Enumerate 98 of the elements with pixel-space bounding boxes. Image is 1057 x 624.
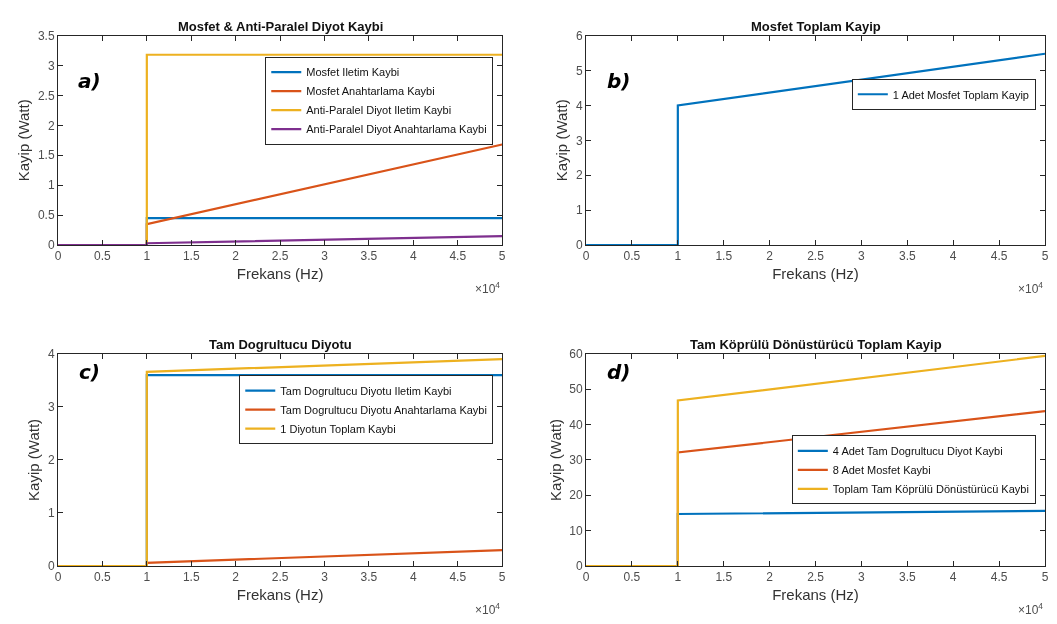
y-tick-label: 60 (569, 347, 583, 362)
y-tick-label: 3.5 (37, 28, 55, 43)
x-tick-label: 2.5 (271, 249, 289, 264)
x-tick-label: 4.5 (449, 249, 467, 264)
y-axis-title: Kayip (Watt) (553, 99, 571, 182)
x-tick-label: 3.5 (360, 249, 378, 264)
y-axis-title: Kayip (Watt) (15, 99, 33, 182)
x-tick-label: 4 (409, 570, 417, 585)
y-tick-label: 2.5 (37, 88, 55, 103)
y-tick-label: 2 (47, 453, 55, 468)
legend-label: Anti-Paralel Diyot Iletim Kaybi (306, 104, 452, 117)
x-tick-label: 4 (409, 249, 417, 264)
legend-label: 4 Adet Tam Dogrultucu Diyot Kaybi (832, 445, 1003, 458)
y-tick-label: 0 (47, 238, 55, 253)
x-axis-title: Frekans (Hz) (236, 265, 324, 283)
x-tick-label: 3.5 (898, 570, 916, 585)
y-tick-label: 20 (569, 488, 583, 503)
y-tick-label: 1.5 (37, 148, 55, 163)
y-tick-label: 0 (575, 238, 583, 253)
x-axis-title: Frekans (Hz) (236, 586, 324, 604)
y-tick-label: 10 (569, 523, 583, 538)
x-tick-label: 2.5 (271, 570, 289, 585)
x-tick-label: 3.5 (898, 249, 916, 264)
y-tick-label: 0 (575, 559, 583, 574)
y-tick-label: 4 (575, 98, 583, 113)
x-tick-label: 2 (766, 249, 774, 264)
legend-label: Mosfet Iletim Kaybi (306, 66, 400, 79)
text: ×10$^{4}$ (475, 280, 501, 297)
annotation: b) (607, 69, 631, 93)
y-tick-label: 50 (569, 382, 583, 397)
legend-label: Tam Dogrultucu Diyotu Anahtarlama Kaybi (280, 403, 487, 416)
annotation: c) (79, 360, 100, 384)
legend-label: Anti-Paralel Diyot Anahtarlama Kaybi (306, 123, 487, 136)
y-tick-label: 1 (47, 178, 55, 193)
x-tick-label: 5 (1041, 249, 1049, 264)
x-tick-label: 1 (143, 249, 151, 264)
x-tick-label: 2 (232, 249, 240, 264)
x-tick-label: 3.5 (360, 570, 378, 585)
x-tick-label: 1 (674, 570, 682, 585)
chart-title: Mosfet Toplam Kayip (751, 19, 881, 34)
x-tick-label: 2.5 (807, 249, 825, 264)
y-tick-label: 40 (569, 417, 583, 432)
y-tick-label: 1 (47, 506, 55, 521)
legend-label: 8 Adet Mosfet Kaybi (832, 464, 931, 477)
x-tick-label: 0.5 (623, 249, 641, 264)
x-tick-label: 3 (321, 570, 329, 585)
y-tick-label: 3 (47, 58, 55, 73)
x-tick-label: 5 (1041, 570, 1049, 585)
y-tick-label: 30 (569, 453, 583, 468)
x-tick-label: 5 (498, 570, 506, 585)
x-tick-label: 0.5 (94, 570, 112, 585)
y-tick-label: 2 (575, 168, 583, 183)
chart-title: Tam Köprülü Dönüstürücü Toplam Kayip (690, 337, 942, 352)
y-axis-title: Kayip (Watt) (546, 418, 564, 501)
y-tick-label: 3 (47, 400, 55, 415)
y-tick-label: 4 (47, 347, 55, 362)
x-tick-label: 2.5 (807, 570, 825, 585)
x-tick-label: 1 (674, 249, 682, 264)
x-tick-label: 0.5 (623, 570, 641, 585)
x-tick-label: 3 (858, 249, 866, 264)
x-tick-label: 1 (143, 570, 151, 585)
x-tick-label: 3 (321, 249, 329, 264)
y-tick-label: 0.5 (37, 208, 55, 223)
annotation: d) (607, 360, 631, 384)
legend-label: Tam Dogrultucu Diyotu Iletim Kaybi (280, 384, 452, 397)
x-tick-label: 1.5 (182, 249, 200, 264)
text: ×10$^{4}$ (1018, 601, 1044, 618)
y-tick-label: 6 (575, 28, 583, 43)
x-tick-label: 0.5 (94, 249, 112, 264)
x-tick-label: 2 (766, 570, 774, 585)
legend-label: Toplam Tam Köprülü Dönüstürücü Kaybi (832, 483, 1029, 496)
x-tick-label: 4.5 (449, 570, 467, 585)
legend-label: Mosfet Anahtarlama Kaybi (306, 85, 435, 98)
y-tick-label: 3 (575, 133, 583, 148)
x-tick-label: 1.5 (715, 570, 733, 585)
y-tick-label: 2 (47, 118, 55, 133)
x-tick-label: 2 (232, 570, 240, 585)
x-axis-title: Frekans (Hz) (772, 586, 859, 604)
x-tick-label: 1.5 (182, 570, 200, 585)
y-tick-label: 1 (575, 203, 583, 218)
x-tick-label: 5 (498, 249, 506, 264)
x-tick-label: 3 (858, 570, 866, 585)
text: ×10$^{4}$ (1018, 280, 1044, 297)
x-axis-title: Frekans (Hz) (772, 265, 859, 283)
y-tick-label: 5 (575, 63, 583, 78)
x-tick-label: 4.5 (990, 570, 1008, 585)
legend-label: 1 Adet Mosfet Toplam Kayip (892, 88, 1029, 101)
legend-label: 1 Diyotun Toplam Kaybi (280, 422, 396, 435)
x-tick-label: 4 (949, 570, 957, 585)
x-tick-label: 4.5 (990, 249, 1008, 264)
x-tick-label: 1.5 (715, 249, 733, 264)
x-tick-label: 4 (949, 249, 957, 264)
chart-title: Tam Dogrultucu Diyotu (209, 337, 352, 352)
y-axis-title: Kayip (Watt) (25, 418, 43, 501)
annotation: a) (78, 69, 101, 93)
text: ×10$^{4}$ (475, 601, 501, 618)
chart-title: Mosfet & Anti-Paralel Diyot Kaybi (178, 19, 384, 34)
y-tick-label: 0 (47, 559, 55, 574)
